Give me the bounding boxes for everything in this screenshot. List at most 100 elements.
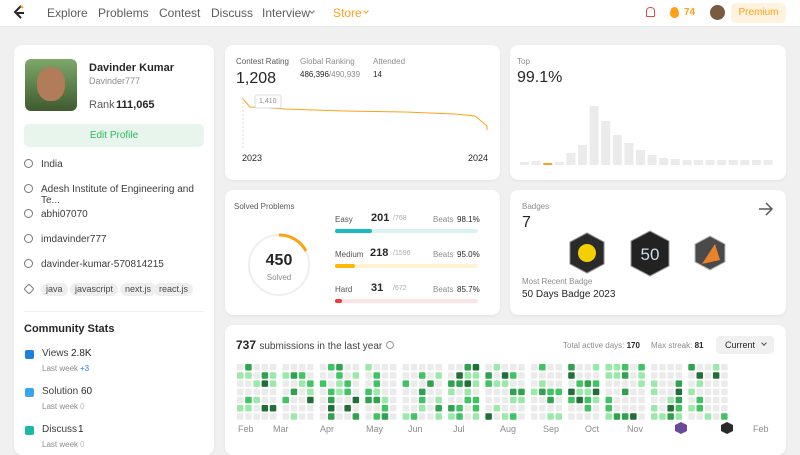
day-cell [576, 405, 583, 412]
day-cell [555, 396, 562, 404]
day-cell [675, 405, 683, 412]
day-cell [712, 388, 720, 396]
day-cell [584, 413, 592, 420]
nav-item[interactable]: Explore [47, 6, 88, 20]
stat-label: Solution [42, 386, 79, 397]
day-cell [419, 388, 426, 396]
day-cell [381, 364, 389, 371]
day-cell [328, 405, 335, 412]
day-cell [435, 388, 442, 396]
day-cell [344, 364, 351, 371]
day-cell [659, 380, 666, 387]
linkedin-link[interactable]: davinder-kumar-570814215 [41, 259, 164, 270]
day-cell [464, 405, 471, 412]
day-cell [638, 396, 645, 404]
label: Top [517, 57, 530, 66]
heatmap: Feb Mar Apr May Jun Jul Aug Sep Oct Nov Feb [237, 364, 769, 434]
nav-item[interactable]: Problems [98, 6, 149, 20]
day-cell [245, 413, 252, 420]
stat-sub: Last week [42, 364, 79, 373]
progress-fill [335, 229, 373, 233]
edit-profile-button[interactable]: Edit Profile [24, 124, 204, 147]
day-cell [518, 388, 525, 396]
day-cell [638, 364, 645, 371]
hist-bar [612, 135, 622, 165]
day-cell [675, 413, 683, 420]
day-cell [319, 405, 327, 412]
level-solved: 31 [371, 282, 384, 294]
day-cell [290, 413, 298, 420]
day-cell [638, 380, 645, 387]
day-cell [472, 413, 480, 420]
day-cell [721, 372, 728, 379]
month-label: Mar [273, 424, 289, 434]
nav-item[interactable]: Discuss [211, 6, 254, 20]
total-label: Solved [266, 273, 292, 282]
day-cell [365, 372, 372, 379]
day-cell [410, 380, 418, 387]
day-cell [592, 380, 600, 387]
day-cell [456, 405, 463, 412]
premium-button[interactable]: Premium [731, 3, 786, 23]
day-cell [721, 405, 728, 412]
month-label: Sep [543, 424, 559, 434]
progress-bg [335, 299, 478, 303]
day-cell [568, 388, 575, 396]
decor [759, 202, 774, 216]
day-cell [237, 372, 244, 379]
day-cell [651, 380, 658, 387]
day-cell [448, 380, 455, 387]
top-nav: Explore Problems Contest Discuss Interview St… [0, 0, 800, 27]
year-dropdown[interactable]: Current [716, 336, 774, 354]
day-cell [501, 372, 509, 379]
bell-icon[interactable] [646, 7, 655, 17]
arrow-button[interactable] [756, 200, 776, 218]
hist-bar [589, 106, 599, 165]
day-cell [712, 372, 720, 379]
nav-item[interactable]: Contest [159, 6, 201, 20]
twitter-link[interactable]: imdavinder777 [41, 234, 107, 245]
day-cell [456, 364, 463, 371]
day-cell [568, 372, 575, 379]
avatar-small[interactable] [710, 5, 725, 20]
day-cell [237, 405, 244, 412]
day-cell [651, 396, 658, 404]
day-cell [547, 405, 554, 412]
hist-bar [740, 160, 750, 165]
nav-item[interactable]: Store [333, 6, 362, 20]
solved-card: Solved Problems 450 Solved Easy 201/768 Be… [225, 190, 500, 315]
day-cell [712, 413, 720, 420]
day-cell [501, 388, 509, 396]
dropdown-text: Current [725, 340, 756, 350]
info-icon[interactable] [385, 341, 394, 349]
day-cell [282, 396, 289, 404]
day-cell [282, 405, 289, 412]
day-cell [555, 364, 562, 371]
month-label: Apr [320, 424, 334, 434]
hist-bar [694, 160, 703, 165]
day-cell [307, 388, 314, 396]
stat-icon [25, 388, 34, 397]
day-cell [584, 388, 592, 396]
day-cell [427, 372, 434, 379]
nav-item[interactable]: Interview [262, 6, 311, 20]
day-cell [721, 413, 728, 420]
day-cell [290, 364, 298, 371]
day-cell [630, 396, 637, 404]
github-link[interactable]: abhi07070 [41, 209, 88, 220]
location: India [24, 159, 63, 170]
day-cell [427, 413, 434, 420]
day-cell [435, 372, 442, 379]
rank-label: Rank [89, 99, 115, 111]
fire-icon [670, 7, 679, 18]
day-cell [501, 380, 509, 387]
month-label: Feb [238, 424, 254, 434]
top-value: 99.1% [517, 69, 563, 86]
day-cell [721, 364, 728, 371]
day-cell [381, 372, 389, 379]
day-cell [336, 364, 343, 371]
day-cell [336, 396, 343, 404]
stat-icon [25, 426, 34, 435]
rating: 1,208 [236, 70, 277, 87]
